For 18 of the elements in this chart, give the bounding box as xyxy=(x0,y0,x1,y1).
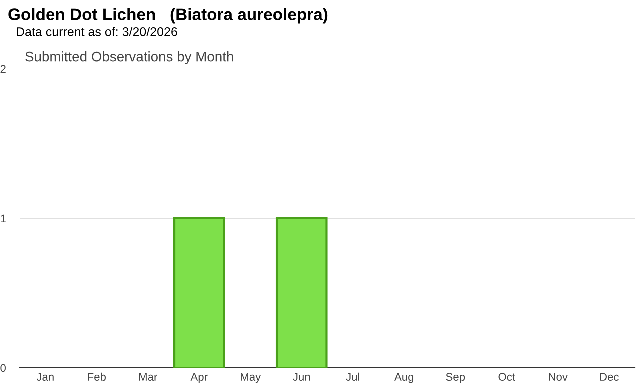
x-tick-label: Jul xyxy=(346,372,360,382)
x-tick-label: Feb xyxy=(88,372,106,382)
x-tick-label: Mar xyxy=(139,373,158,382)
chart-subtitle: Data current as of: 3/20/2026 xyxy=(17,27,178,36)
y-tick-label: 2 xyxy=(0,65,6,74)
x-tick-label: Aug xyxy=(394,373,414,384)
x-tick-label: Apr xyxy=(190,373,208,384)
x-tick-label: Oct xyxy=(498,373,516,382)
y-tick-label: 0 xyxy=(0,364,6,372)
x-tick-label: Sep xyxy=(446,373,466,384)
text: Submitted Observations by Month xyxy=(26,52,234,64)
y-tick-label: 1 xyxy=(1,214,6,223)
chart-title: Golden Dot Lichen (Biatora aureolepra) xyxy=(8,8,328,24)
x-tick-label: Jan xyxy=(36,373,54,382)
x-tick-label: Nov xyxy=(549,373,568,382)
x-tick-label: Jun xyxy=(293,373,310,382)
x-tick-label: Dec xyxy=(600,373,619,382)
x-tick-label: May xyxy=(241,373,262,384)
